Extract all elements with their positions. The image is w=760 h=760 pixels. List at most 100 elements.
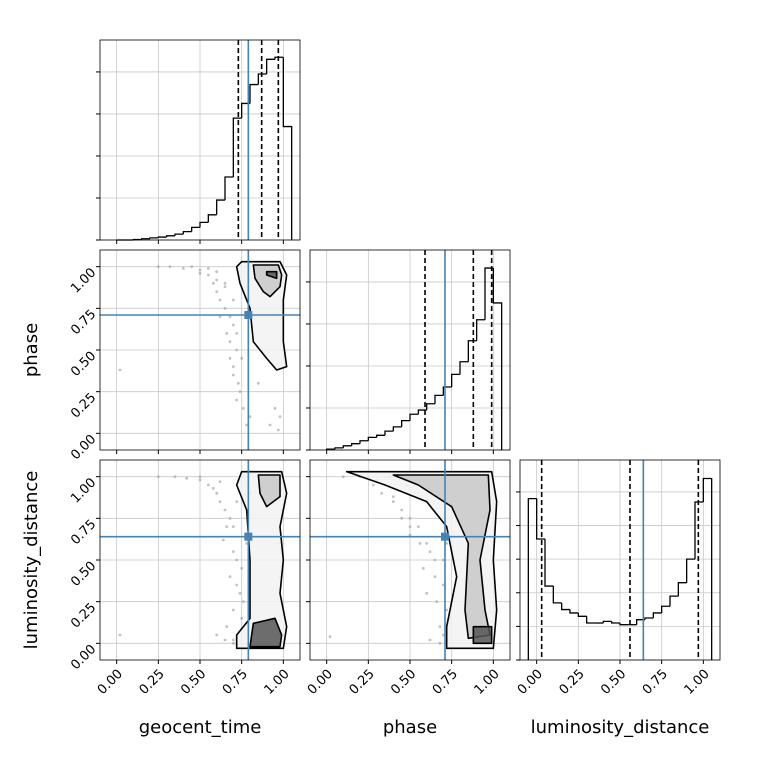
histogram-step xyxy=(392,426,402,432)
sample-point xyxy=(206,273,210,277)
sample-point xyxy=(433,575,437,579)
truth-marker xyxy=(244,532,253,541)
sample-point xyxy=(223,508,227,512)
sample-point xyxy=(231,550,235,554)
y-tick-label: 0.25 xyxy=(68,390,99,421)
x-tick-label: 0.75 xyxy=(220,667,251,698)
x-tick-label: 0.75 xyxy=(640,667,671,698)
x-tick-label: 0.25 xyxy=(557,667,588,698)
y-tick-label: 0.00 xyxy=(68,642,99,673)
histogram-step xyxy=(257,73,267,85)
sample-point xyxy=(408,525,412,529)
histogram-step xyxy=(207,214,217,223)
sample-point xyxy=(190,265,194,269)
histogram-step xyxy=(636,619,645,625)
sample-point xyxy=(211,281,215,285)
histogram-step xyxy=(274,56,284,60)
sample-point xyxy=(391,495,395,499)
sample-point xyxy=(218,298,222,302)
sample-point xyxy=(231,525,235,529)
histogram-step xyxy=(417,409,427,415)
sample-point xyxy=(425,541,429,545)
y-tick-label: 0.00 xyxy=(68,432,99,463)
sample-point xyxy=(408,516,412,520)
histogram-step xyxy=(166,235,175,238)
sample-point xyxy=(223,306,227,310)
histogram-step xyxy=(536,498,545,540)
histogram-step xyxy=(451,373,460,387)
histogram-step xyxy=(527,498,537,660)
sample-point xyxy=(441,558,445,562)
sample-point xyxy=(218,480,222,484)
sample-point xyxy=(328,635,332,639)
x-tick-label: 0.25 xyxy=(347,667,378,698)
contour xyxy=(472,625,493,645)
x-tick-label: 0.00 xyxy=(95,667,126,698)
sample-point xyxy=(241,600,245,604)
sample-point xyxy=(428,550,432,554)
sample-point xyxy=(156,265,160,269)
sample-point xyxy=(228,340,232,344)
sample-point xyxy=(223,638,227,642)
histogram-step xyxy=(141,238,150,240)
histogram-step xyxy=(669,595,679,607)
truth-marker xyxy=(441,532,449,541)
histogram-step xyxy=(282,57,293,240)
histogram-step xyxy=(442,386,452,396)
histogram-step xyxy=(552,586,562,604)
contour xyxy=(249,617,283,648)
x-tick-label: 1.00 xyxy=(472,667,503,698)
sample-point xyxy=(435,600,439,604)
histogram-step xyxy=(561,602,570,611)
histogram-step xyxy=(191,226,200,232)
histogram-step xyxy=(376,434,385,438)
histogram-step xyxy=(611,621,620,624)
sample-point xyxy=(240,356,244,360)
contour xyxy=(257,474,281,508)
sample-point xyxy=(408,533,412,537)
sample-point xyxy=(441,583,445,587)
histogram-step xyxy=(677,582,687,597)
sample-point xyxy=(438,641,442,645)
sample-point xyxy=(118,368,122,372)
panel-frame xyxy=(99,459,301,661)
x-axis-label: phase xyxy=(383,717,437,738)
sample-point xyxy=(438,625,442,629)
histogram-step xyxy=(232,117,242,177)
sample-point xyxy=(198,475,202,479)
x-axis-label: luminosity_distance xyxy=(531,717,710,738)
histogram-step xyxy=(241,102,250,119)
sample-point xyxy=(231,638,235,642)
sample-point xyxy=(215,270,219,274)
x-tick-label: 0.75 xyxy=(430,667,461,698)
histogram-step xyxy=(602,620,612,624)
histogram-step xyxy=(199,221,209,228)
contour xyxy=(265,270,278,280)
sample-point xyxy=(240,616,244,620)
sample-point xyxy=(238,390,242,394)
sample-point xyxy=(400,508,404,512)
sample-point xyxy=(198,268,202,272)
sample-point xyxy=(225,625,229,629)
sample-point xyxy=(445,608,449,612)
histogram-step xyxy=(577,612,587,617)
histogram-step xyxy=(216,199,225,215)
histogram-step xyxy=(249,83,259,104)
x-tick-label: 0.00 xyxy=(305,667,336,698)
histogram-step xyxy=(334,447,344,450)
sample-point xyxy=(428,638,432,642)
histogram-step xyxy=(467,340,477,362)
sample-point xyxy=(221,538,225,542)
y-tick-label: 0.75 xyxy=(68,517,99,548)
histogram-step xyxy=(492,268,503,450)
sample-point xyxy=(240,566,244,570)
x-tick-label: 0.50 xyxy=(598,667,629,698)
sample-point xyxy=(198,271,202,275)
sample-point xyxy=(218,315,222,319)
x-tick-label: 0.00 xyxy=(515,667,546,698)
histogram-step xyxy=(157,236,167,238)
histogram-step xyxy=(569,609,579,614)
sample-point xyxy=(245,541,249,545)
